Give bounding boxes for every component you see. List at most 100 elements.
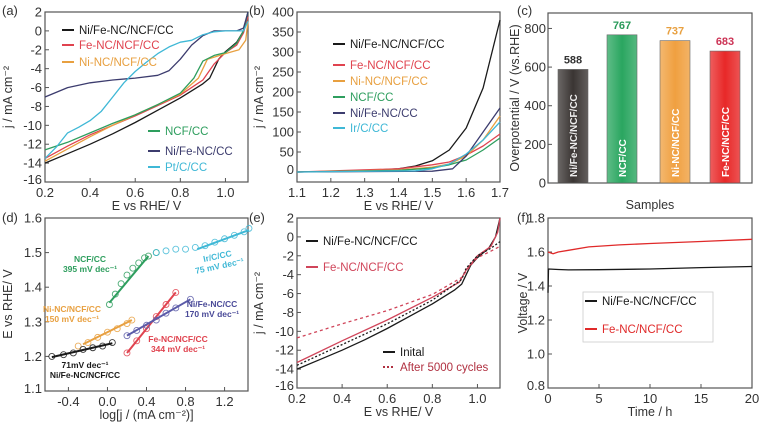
x-tick-label: 0.8 (423, 391, 441, 406)
data-point (129, 264, 137, 272)
data-point (74, 342, 82, 350)
data-point (152, 249, 160, 257)
annotation-label: Fe-NC/NCF/CC (148, 334, 208, 344)
y-tick-label: 1.4 (24, 280, 42, 295)
panel-label: (c) (517, 3, 532, 18)
y-tick-label: -16 (23, 172, 42, 187)
bar-category-label: Ni/Fe-NC/NCF/CC (569, 94, 580, 177)
x-tick-label: 0.8 (171, 185, 189, 200)
series-line (296, 137, 501, 173)
y-axis-label: j / mA cm⁻² (252, 66, 266, 129)
y-axis-label: j / mA cm⁻² (1, 66, 15, 129)
series-line (547, 265, 753, 293)
legend-label: After 5000 cycles (400, 362, 488, 374)
x-tick-label: 20 (745, 391, 759, 406)
y-tick-label: -10 (275, 324, 294, 339)
y-tick-label: 0 (287, 162, 294, 177)
y-axis-label: E vs RHE/ V (1, 269, 15, 339)
y-tick-label: 400 (524, 98, 546, 113)
panel-label: (b) (249, 3, 265, 18)
x-tick-label: -0.4 (57, 394, 79, 409)
x-tick-label: 1.2 (322, 185, 340, 200)
y-tick-label: 1.3 (24, 314, 42, 329)
y-tick-label: -14 (23, 156, 42, 171)
x-tick-label: 10 (643, 391, 657, 406)
data-point (162, 309, 170, 317)
series-line (296, 121, 501, 173)
y-axis-label: Overpotential / V (vs.RHE) (508, 24, 522, 171)
fit-line (126, 298, 191, 337)
x-tick-label: 0.4 (137, 394, 155, 409)
y-tick-label: -12 (275, 343, 294, 358)
data-point (172, 288, 180, 296)
series-line (296, 115, 501, 173)
data-point (104, 328, 111, 336)
series-line (296, 245, 501, 339)
x-tick-label: 0.6 (126, 185, 144, 200)
y-tick-label: -4 (282, 267, 294, 282)
y-tick-label: 200 (524, 137, 546, 152)
x-tick-label: 1.0 (468, 391, 486, 406)
legend-label: Fe-NC/NCF/CC (79, 40, 160, 52)
panel-c: (c) 0 200 400 600 800 Samples Overpotential / V… (508, 3, 753, 212)
x-axis-label: E vs RHE/ V (364, 199, 434, 213)
y-tick-label: 50 (280, 145, 294, 160)
y-tick-label: 1.4 (527, 279, 545, 294)
annotation-slope: 71mV dec⁻¹ (61, 360, 108, 370)
bar-value-label: 767 (613, 20, 631, 32)
y-tick-label: 1.2 (527, 313, 545, 328)
x-tick-label: 1.0 (216, 185, 234, 200)
data-point (133, 327, 141, 334)
bar (606, 34, 638, 184)
panel-label: (a) (2, 3, 18, 18)
y-axis-label: Voltage / V (516, 272, 530, 333)
series-line (44, 16, 249, 159)
x-tick-label: 0 (544, 391, 551, 406)
data-point (172, 304, 180, 312)
panel-d: (d) 1.1 1.2 1.3 1.4 1.5 1.6 -0.4 0.0 0.4 0.8 1.2 log… (1, 210, 253, 422)
data-point (172, 245, 180, 253)
x-axis-label: Samples (626, 198, 675, 212)
annotation-label: Ni/Fe-NC/NCF/CC (50, 370, 120, 380)
bar (659, 40, 691, 184)
bar-category-label: NCF/CC (618, 139, 629, 177)
y-tick-label: -4 (30, 61, 42, 76)
y-tick-label: 1.8 (527, 211, 545, 226)
data-point (191, 243, 199, 251)
series-line (296, 241, 501, 366)
x-tick-label: 15 (694, 391, 708, 406)
data-point (108, 339, 116, 347)
data-point (123, 349, 131, 357)
y-axis-label: j / mA cm⁻² (252, 272, 266, 335)
x-tick-label: 1.1 (288, 185, 306, 200)
data-point (123, 332, 131, 340)
y-tick-label: -8 (282, 305, 294, 320)
legend-label: Ni/Fe-NC/CC (165, 146, 233, 158)
y-tick-label: 1.6 (24, 211, 42, 226)
series-line (44, 21, 249, 162)
panel-f: (f) 0.8 1.0 1.2 1.4 1.6 1.8 0 5 10 15 20 Time / h Vol… (516, 210, 759, 419)
series-line (296, 133, 501, 173)
legend-label: Fe-NC/NCF/CC (602, 324, 683, 336)
bar-value-label: 683 (716, 36, 734, 48)
data-point (245, 224, 253, 232)
annotation-slope: 395 mV dec⁻¹ (63, 264, 117, 274)
panel-b: (b) 0 50 100 150 200 250 300 350 400 1.1 1.2 1.3 1.4 1… (249, 3, 509, 213)
y-tick-label: 1.2 (24, 349, 42, 364)
y-tick-label: -8 (30, 99, 42, 114)
y-tick-label: 1.5 (24, 245, 42, 260)
legend-label: Fe-NC/NCF/CC (323, 262, 404, 274)
x-tick-label: 0.2 (36, 185, 54, 200)
y-tick-label: -6 (30, 80, 42, 95)
x-tick-label: 1.3 (356, 185, 374, 200)
legend-label: NCF/CC (165, 126, 208, 138)
y-tick-label: -16 (275, 378, 294, 393)
annotation-slope: 150 mV dec⁻¹ (45, 314, 99, 324)
legend-label: Ni/Fe-NC/CC (350, 108, 418, 120)
y-tick-label: 0 (539, 176, 546, 191)
y-tick-label: 150 (272, 105, 294, 120)
